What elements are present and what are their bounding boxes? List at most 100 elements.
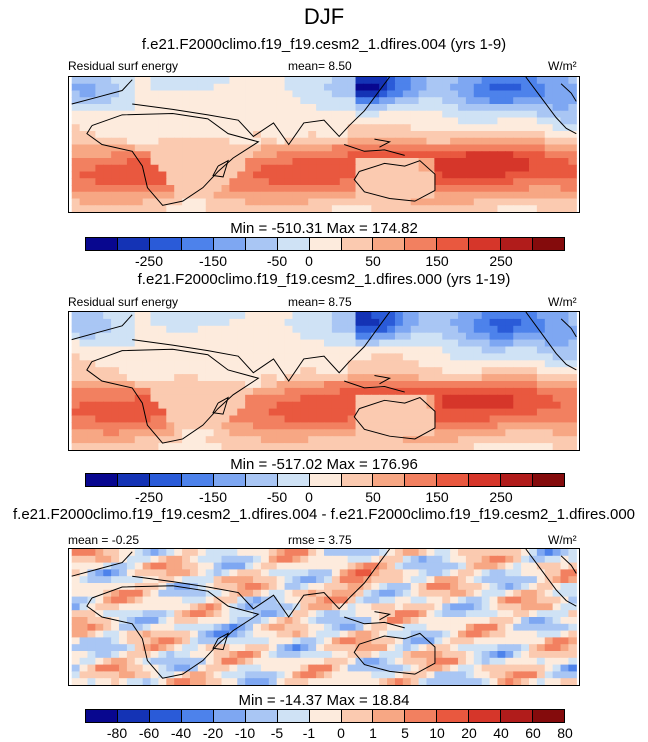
map-grid-cell [103, 630, 112, 638]
map-grid-cell [387, 630, 396, 638]
map-grid-cell [473, 77, 483, 85]
map-grid-cell [418, 158, 428, 166]
map-grid-cell [363, 110, 372, 119]
map-grid-cell [465, 644, 475, 652]
map-grid-cell [371, 583, 380, 591]
map-grid-cell [497, 387, 506, 396]
map-grid-cell [253, 630, 262, 638]
map-grid-cell [552, 191, 562, 200]
map-grid-cell [111, 603, 120, 611]
map-grid-cell [324, 178, 333, 186]
map-grid-cell [300, 387, 309, 396]
map-grid-cell [221, 124, 230, 132]
map-grid-cell [394, 185, 404, 193]
map-grid-cell [150, 671, 160, 679]
map-grid-cell [450, 137, 459, 146]
map-grid-cell [284, 198, 294, 206]
map-grid-cell [536, 664, 546, 672]
map-grid-cell [166, 339, 175, 348]
map-grid-cell [355, 415, 365, 423]
map-grid-cell [103, 124, 112, 132]
map-grid-cell [552, 623, 562, 632]
map-grid-cell [489, 164, 499, 173]
map-grid-cell [150, 387, 159, 396]
map-grid-cell [300, 171, 309, 179]
map-grid-cell [465, 353, 475, 361]
map-grid-cell [182, 436, 191, 444]
map-grid-cell [387, 408, 396, 417]
map-grid-cell [339, 83, 349, 92]
map-grid-cell [552, 589, 562, 598]
map-grid-cell [489, 603, 499, 611]
map-grid-cell [221, 191, 230, 200]
map-grid-cell [111, 576, 120, 584]
map-grid-cell [276, 555, 286, 564]
map-grid-cell [182, 630, 191, 638]
map-grid-cell [95, 408, 104, 417]
map-grid-cell [237, 549, 246, 557]
map-grid-cell [387, 596, 396, 604]
map-grid-cell [497, 401, 506, 410]
map-grid-cell [150, 97, 160, 105]
map-grid-cell [331, 178, 341, 186]
map-grid-cell [560, 381, 570, 389]
map-grid-cell [205, 562, 215, 570]
map-grid-cell [394, 381, 404, 389]
map-grid-cell [552, 205, 562, 212]
map-grid-cell [292, 104, 301, 112]
map-grid-cell [316, 151, 325, 159]
map-grid-cell [418, 630, 428, 638]
map-grid-cell [497, 144, 506, 152]
map-grid-cell [253, 408, 262, 417]
map-grid-cell [126, 144, 136, 152]
map-grid-cell [568, 178, 577, 186]
map-grid-cell [237, 569, 246, 577]
map-grid-cell [536, 562, 546, 570]
map-grid-cell [324, 664, 333, 672]
map-grid-cell [182, 401, 191, 410]
map-grid-cell [245, 555, 254, 564]
map-grid-cell [536, 436, 546, 444]
map-grid-cell [355, 97, 365, 105]
map-grid-cell [221, 131, 230, 139]
map-grid-cell [544, 387, 554, 396]
map-grid-cell [260, 97, 270, 105]
map-grid-cell [174, 205, 183, 212]
map-grid-cell [260, 137, 270, 146]
map-grid-cell [205, 151, 215, 159]
map-grid-cell [260, 205, 270, 212]
map-grid-cell [324, 318, 333, 327]
map-grid-cell [331, 401, 341, 410]
map-grid-cell [426, 408, 435, 417]
map-grid-cell [481, 381, 491, 389]
map-grid-cell [205, 178, 215, 186]
map-grid-cell [560, 346, 570, 354]
map-grid-cell [300, 124, 309, 132]
map-grid-cell [95, 436, 104, 444]
map-grid-cell [268, 158, 278, 166]
map-grid-cell [87, 623, 96, 632]
map-grid-cell [402, 569, 412, 577]
map-grid-cell [229, 312, 238, 320]
map-grid-cell [505, 171, 514, 179]
map-grid-cell [450, 401, 459, 410]
map-grid-cell [111, 131, 120, 139]
map-grid-cell [331, 191, 341, 200]
map-grid-cell [197, 312, 207, 320]
map-grid-cell [363, 429, 372, 437]
map-grid-cell [410, 429, 420, 437]
map-grid-cell [324, 555, 333, 564]
map-grid-cell [268, 374, 278, 382]
map-grid-cell [442, 353, 451, 361]
map-grid-cell [331, 205, 341, 212]
colorbar-swatch [501, 710, 534, 722]
map-grid-cell [379, 555, 388, 564]
map-grid-cell [142, 603, 152, 611]
map-grid-cell [87, 137, 96, 146]
map-grid-cell [150, 77, 160, 85]
map-grid-cell [331, 644, 341, 652]
map-grid-cell [95, 312, 104, 320]
map-grid-cell [142, 137, 152, 146]
map-grid-cell [513, 436, 522, 444]
colorbar-tick-label: 250 [489, 253, 513, 269]
